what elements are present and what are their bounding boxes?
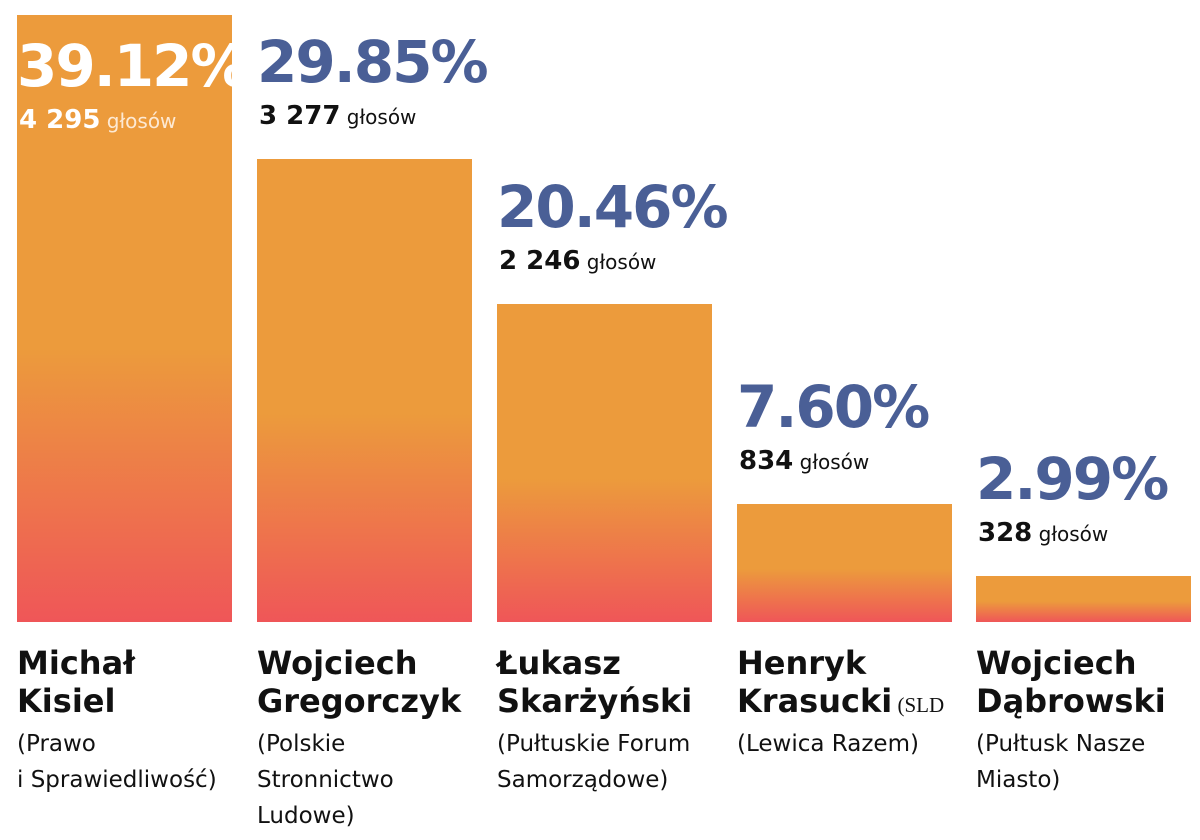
party-name-line: (Pułtusk Nasze [976,731,1146,757]
candidate-name-line: Henryk [737,644,867,682]
percent-label: 29.85% [257,27,489,96]
percent-label: 2.99% [976,444,1169,513]
votes-count: 834 [739,446,794,477]
bar-4 [737,504,952,622]
candidate-name-line: Michał [17,644,136,682]
candidate-name: Michał Kisiel [17,644,135,720]
votes-unit: głosów [580,250,657,275]
party-name-line: (Prawo [17,731,96,757]
bar-1 [17,14,232,622]
bar-2 [257,158,472,622]
candidate-name: Wojciech Gregorczyk [257,644,461,720]
votes-count: 2 246 [499,246,581,277]
candidate-name-line: Krasucki (SLD [737,682,945,720]
bar-5 [976,575,1191,622]
party-name: (Pułtusk Nasze Miasto) [976,726,1145,798]
party-name: (Pułtuskie Forum Samorządowe) [497,726,690,798]
votes-unit: głosów [1032,521,1109,546]
candidate-name-line: Wojciech [257,644,418,682]
candidate-name-line: Wojciech [976,644,1137,682]
percent-label: 20.46% [497,173,729,242]
candidate-name-line: Łukasz [497,644,621,682]
votes-label: 328 głosów [978,520,1108,546]
party-name: (Prawo i Sprawiedliwość) [17,726,217,798]
votes-count: 3 277 [259,100,341,131]
candidate-name: Łukasz Skarżyński [497,644,692,720]
votes-unit: głosów [100,108,177,133]
party-name-line: Ludowe) [257,803,355,829]
candidate-name-line: Gregorczyk [257,682,462,720]
votes-label: 2 246 głosów [499,248,656,274]
candidate-name-line: Kisiel [17,682,116,720]
votes-unit: głosów [340,104,417,129]
party-name: (Polskie Stronnictwo Ludowe) [257,726,394,834]
candidate-name: Wojciech Dąbrowski [976,644,1166,720]
party-name-line: Miasto) [976,767,1061,793]
votes-count: 328 [978,517,1033,548]
percent-label: 39.12% [17,31,249,100]
party-name-line: Samorządowe) [497,767,669,793]
candidate-name-line: Skarżyński [497,682,693,720]
votes-label: 4 295 głosów [19,107,176,133]
votes-label: 3 277 głosów [259,103,416,129]
votes-count: 4 295 [19,104,101,135]
party-name-line: Stronnictwo [257,767,394,793]
party-name-line: (Lewica Razem) [737,731,919,757]
party-name-line: (Polskie [257,731,346,757]
party-name-line: (Pułtuskie Forum [497,731,691,757]
percent-label: 7.60% [737,373,930,442]
party-name-line: i Sprawiedliwość) [17,767,217,793]
candidate-name: Henryk Krasucki (SLD [737,644,944,724]
votes-label: 834 głosów [739,448,869,474]
candidate-name-suffix: (SLD [892,693,945,717]
party-name: (Lewica Razem) [737,726,919,762]
votes-unit: głosów [793,450,870,475]
candidate-name-line: Dąbrowski [976,682,1166,720]
bar-3 [497,304,712,622]
